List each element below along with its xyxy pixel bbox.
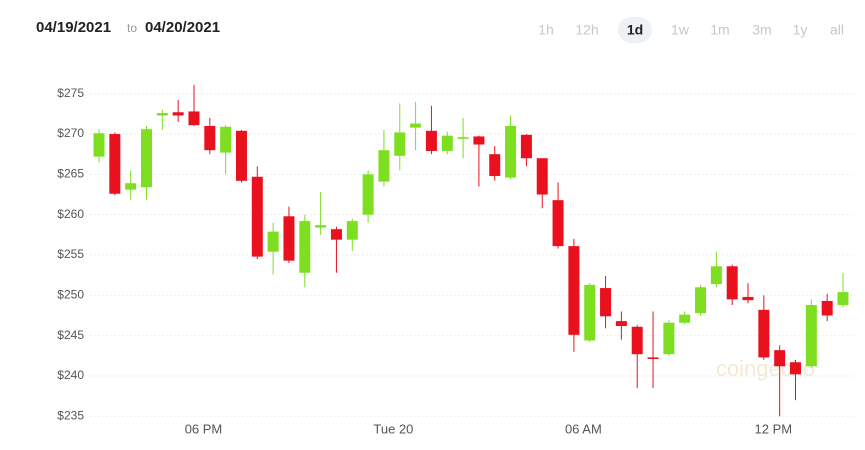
candle-body	[457, 137, 469, 139]
range-button[interactable]: 1d	[627, 22, 643, 38]
candle-body	[109, 134, 121, 194]
candle-body	[283, 216, 295, 261]
candle-body	[695, 287, 707, 314]
candle-body	[505, 125, 517, 178]
y-tick-label: $275	[57, 86, 84, 100]
candle-body	[188, 111, 200, 126]
candle-body	[172, 112, 184, 116]
candle-body	[330, 229, 342, 240]
candle-body	[837, 292, 849, 305]
candle-body	[520, 134, 532, 159]
candle-body	[647, 357, 659, 360]
candle-body	[473, 136, 485, 145]
range-button[interactable]: 1h	[538, 22, 554, 38]
candle-body	[93, 133, 105, 157]
candle-body	[156, 113, 168, 116]
candle-body	[362, 174, 374, 215]
candle-body	[410, 123, 422, 128]
date-to-word: to	[127, 21, 137, 35]
y-tick-label: $250	[57, 287, 84, 301]
candle-body	[536, 158, 548, 195]
candle-body	[235, 130, 247, 181]
y-tick-label: $270	[57, 126, 84, 140]
y-tick-label: $235	[57, 408, 84, 422]
candle-body	[204, 125, 216, 151]
candle-body	[315, 225, 327, 228]
candle-body	[805, 305, 817, 367]
candle-body	[125, 183, 137, 190]
range-selected-bg	[618, 17, 652, 43]
x-tick-label: Tue 20	[373, 421, 413, 436]
candle-body	[220, 126, 232, 153]
candle-body	[774, 350, 786, 367]
range-button[interactable]: 1y	[793, 22, 808, 38]
candle-body	[394, 132, 406, 156]
candle-body	[663, 322, 675, 355]
y-tick-label: $255	[57, 247, 84, 261]
candle-body	[726, 266, 738, 300]
candle-body	[615, 321, 627, 326]
candle-body	[425, 130, 437, 151]
candle-body	[378, 150, 390, 182]
candle-body	[346, 221, 358, 240]
y-tick-label: $240	[57, 368, 84, 382]
candle-body	[790, 362, 802, 375]
candle-body	[552, 200, 564, 247]
range-button[interactable]: 1w	[671, 22, 690, 38]
candle-body	[679, 314, 691, 323]
candle-body	[710, 266, 722, 285]
range-button[interactable]: 12h	[575, 22, 598, 38]
candle-body	[568, 246, 580, 335]
candle-body	[584, 284, 596, 341]
candle-body	[821, 300, 833, 316]
candle-body	[742, 296, 754, 301]
candle-body	[489, 154, 501, 176]
candle-body	[299, 221, 311, 273]
candle-body	[140, 129, 152, 188]
date-to: 04/20/2021	[145, 19, 220, 36]
candle-body	[631, 326, 643, 355]
x-tick-label: 06 PM	[185, 421, 223, 436]
candle-body	[267, 231, 279, 252]
y-tick-label: $265	[57, 167, 84, 181]
range-button[interactable]: 3m	[752, 22, 771, 38]
date-from: 04/19/2021	[36, 19, 111, 36]
candle-body	[758, 309, 770, 358]
x-tick-label: 06 AM	[565, 421, 602, 436]
y-tick-label: $245	[57, 328, 84, 342]
candle-body	[441, 135, 453, 151]
candle-body	[600, 288, 612, 317]
x-tick-label: 12 PM	[755, 421, 793, 436]
range-button[interactable]: 1m	[710, 22, 729, 38]
candle-body	[251, 176, 263, 257]
range-button[interactable]: all	[830, 22, 844, 38]
y-tick-label: $260	[57, 207, 84, 221]
